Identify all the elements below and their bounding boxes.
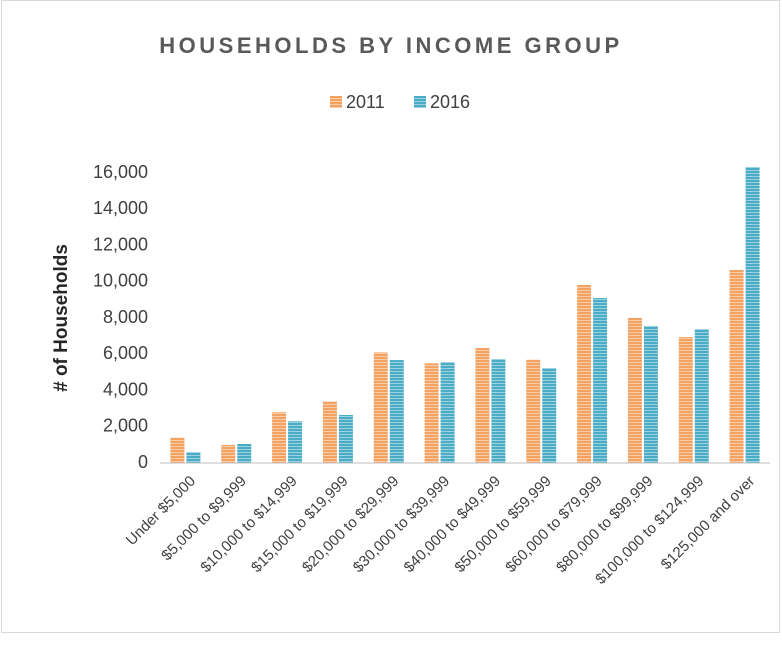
bar [593, 298, 608, 463]
bar [475, 347, 490, 463]
y-tick-label: 16,000 [93, 162, 148, 182]
bar [491, 358, 506, 463]
x-tick-label: $50,000 to $59,999 [451, 473, 554, 576]
bar [694, 329, 709, 463]
x-tick-label: $125,000 and over [658, 473, 758, 573]
y-tick-label: 4,000 [103, 379, 148, 399]
bar [272, 412, 287, 463]
y-axis-title: # of Households [51, 244, 72, 392]
y-tick-label: 8,000 [103, 307, 148, 327]
legend-swatch [414, 96, 426, 108]
bar [729, 269, 744, 463]
x-tick-label: $40,000 to $49,999 [401, 473, 504, 576]
bar [288, 421, 303, 463]
bar [542, 368, 557, 463]
y-tick-label: 0 [138, 452, 148, 472]
bar [643, 325, 658, 463]
bar [338, 414, 353, 463]
bar [424, 363, 439, 463]
legend-label: 2011 [346, 92, 385, 112]
y-tick-label: 2,000 [103, 416, 148, 436]
y-tick-label: 6,000 [103, 343, 148, 363]
x-tick-label: $80,000 to $99,999 [553, 473, 656, 576]
x-tick-label: $20,000 to $29,999 [299, 473, 402, 576]
x-tick-label: $30,000 to $39,999 [350, 473, 453, 576]
bar [373, 352, 388, 463]
bar [237, 443, 252, 463]
y-tick-label: 12,000 [93, 234, 148, 254]
x-tick-label: $60,000 to $79,999 [502, 473, 605, 576]
bar [526, 359, 541, 463]
x-tick-label: $15,000 to $19,999 [248, 473, 351, 576]
bar [627, 318, 642, 463]
bar [186, 452, 201, 463]
bar [577, 285, 592, 463]
legend-swatch [330, 96, 342, 108]
bar [678, 337, 693, 463]
y-tick-label: 10,000 [93, 271, 148, 291]
bar [221, 444, 236, 463]
chart-title: HOUSEHOLDS BY INCOME GROUP [159, 33, 622, 58]
bar [440, 362, 455, 463]
x-tick-label: $10,000 to $14,999 [197, 473, 300, 576]
bar [745, 167, 760, 464]
bar [389, 360, 404, 463]
bar [170, 437, 185, 463]
bar [322, 401, 337, 463]
chart-border [1, 0, 780, 633]
legend-label: 2016 [430, 92, 470, 112]
y-tick-label: 14,000 [93, 198, 148, 218]
